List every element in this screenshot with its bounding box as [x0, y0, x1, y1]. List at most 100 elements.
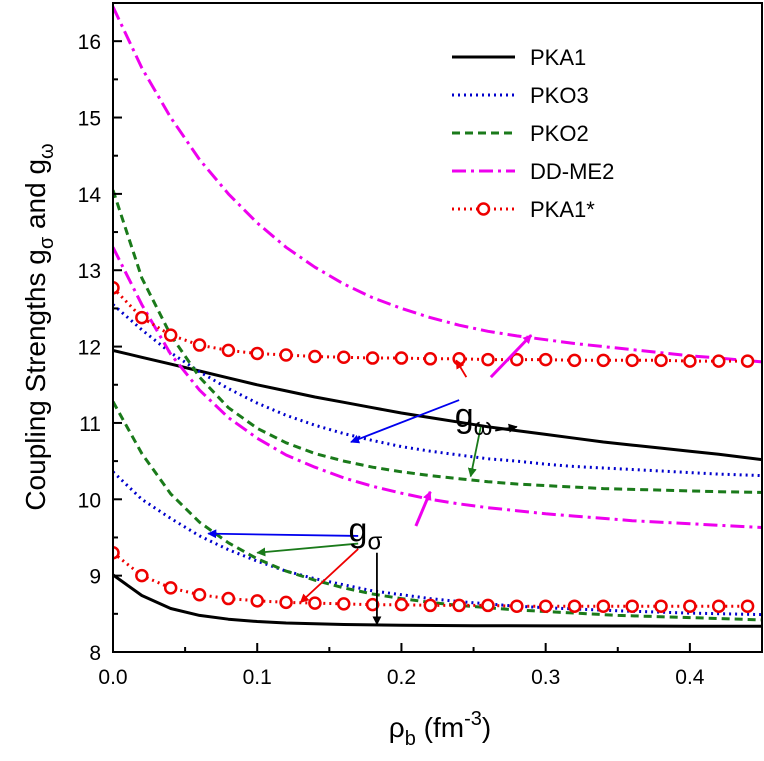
y-tick-label: 10 — [78, 489, 101, 512]
series-marker-pka1star — [654, 599, 668, 613]
x-tick-label: 0.2 — [387, 666, 416, 689]
series-marker-pka1star — [510, 599, 524, 613]
series-marker-pka1star — [538, 599, 553, 613]
series-marker-pka1star — [452, 598, 466, 613]
x-tick-label: 0.4 — [675, 666, 705, 689]
series-marker-pka1star — [250, 594, 264, 608]
series-line-pka1-g-omega — [113, 286, 748, 363]
series-line-pka1-g-sigma — [113, 551, 748, 608]
legend-marker — [476, 202, 491, 216]
legend-label: PKO3 — [530, 83, 589, 108]
series-marker-pka1star — [308, 596, 322, 610]
series-marker-pka1star — [192, 338, 207, 352]
x-axis-title: ρb (fm-3) — [389, 708, 491, 750]
series-marker-pka1star — [279, 348, 293, 362]
series-marker-pka1star — [510, 352, 524, 367]
x-axis-title-unit: (fm — [416, 712, 464, 743]
annotation-label-base: g — [455, 397, 474, 435]
y-axis-title-sub1: σ — [36, 236, 58, 249]
series-marker-pka1star — [596, 353, 611, 368]
x-axis: 0.0 0.1 0.2 0.3 0.4 — [98, 643, 705, 689]
x-tick-label: 0.1 — [243, 666, 272, 689]
series-marker-pka1star — [279, 595, 293, 610]
series-marker-pka1star — [135, 568, 149, 583]
y-axis-title-mid: and g — [20, 159, 51, 237]
series-layer — [113, 6, 762, 628]
series-marker-pka1star — [163, 581, 178, 595]
y-tick-label: 12 — [78, 337, 101, 360]
annotation-arrow — [414, 490, 432, 527]
series-marker-pka1star — [365, 351, 380, 365]
series-marker-pka1star — [711, 354, 726, 368]
series-line-ddme2-g-omega — [113, 6, 762, 364]
series-marker-pka1star — [481, 598, 495, 613]
y-tick-label: 13 — [78, 260, 101, 283]
plot-frame — [112, 2, 763, 653]
series-marker-pka1star — [163, 328, 178, 342]
y-axis-title-text: Coupling Strengths g — [20, 249, 51, 511]
x-axis-title-base: ρ — [389, 712, 405, 743]
annotation-arrow — [467, 426, 482, 478]
legend-label: DD-ME2 — [530, 159, 614, 184]
series-line-pko3-g-omega — [113, 303, 762, 478]
series-marker-pka1star — [683, 599, 697, 613]
series-marker-pka1star — [740, 354, 755, 368]
series-marker-pka1star — [625, 353, 639, 368]
series-marker-pka1star — [596, 599, 611, 613]
series-marker-pka1star — [452, 352, 466, 366]
legend-label: PKA1* — [530, 197, 595, 222]
series-marker-pka1star — [308, 349, 322, 364]
x-axis-title-sup: -3 — [464, 708, 482, 730]
series-marker-pka1star — [625, 599, 639, 613]
y-tick-label: 11 — [79, 413, 101, 436]
y-tick-label: 9 — [89, 566, 101, 589]
y-axis-title: Coupling Strengths gσ and gω — [20, 143, 58, 510]
annotation-label-sub: σ — [367, 528, 382, 555]
series-marker-pka1star — [192, 587, 207, 602]
series-line-ddme2-g-sigma — [113, 246, 762, 529]
x-axis-title-close: ) — [482, 712, 491, 743]
y-tick-label: 15 — [78, 108, 101, 131]
series-marker-pka1star — [113, 545, 120, 560]
y-tick-label: 8 — [89, 642, 101, 665]
y-axis: 8 9 10 11 12 13 14 15 16 — [78, 2, 122, 665]
series-marker-pka1star — [394, 597, 409, 612]
series-line-pka1-g-omega — [113, 348, 762, 462]
series-line-pko2-g-omega — [113, 189, 762, 494]
legend-label: PKO2 — [530, 121, 589, 146]
series-marker-pka1star — [394, 351, 409, 365]
annotation-arrow — [207, 529, 359, 539]
y-tick-label: 16 — [78, 31, 101, 54]
series-marker-pka1star — [337, 597, 351, 611]
annotation-arrow — [489, 334, 533, 379]
annotation-arrow — [455, 359, 468, 378]
annotation-label: gσ — [349, 511, 383, 555]
x-tick-label: 0.0 — [98, 666, 127, 689]
y-tick-label: 14 — [78, 184, 102, 207]
series-marker-pka1star — [423, 598, 438, 613]
series-line-pko3-g-sigma — [113, 470, 762, 617]
series-marker-pka1star — [683, 354, 697, 368]
x-axis-title-sub: b — [405, 728, 416, 750]
y-axis-title-sub2: ω — [36, 143, 58, 159]
series-marker-pka1star — [337, 350, 351, 365]
annotation-arrow — [495, 423, 518, 433]
series-marker-pka1star — [221, 591, 236, 606]
annotation-arrow — [350, 399, 460, 444]
series-marker-pka1star — [113, 281, 120, 295]
annotation-label-base: g — [349, 511, 368, 549]
series-marker-pka1star — [481, 352, 495, 367]
annotation-label-sub: ω — [474, 414, 493, 441]
series-marker-pka1star — [250, 346, 264, 361]
x-tick-label: 0.3 — [531, 666, 560, 689]
series-marker-pka1star — [654, 353, 668, 368]
series-marker-pka1star — [365, 597, 380, 612]
series-marker-pka1star — [740, 599, 755, 613]
series-line-pka1-g-sigma — [113, 573, 762, 628]
legend: PKA1 PKO3 PKO2 DD-ME2 PKA1* — [452, 45, 614, 222]
annotation-label: gω — [455, 397, 493, 441]
series-marker-pka1star — [538, 352, 553, 367]
series-line-pko2-g-sigma — [113, 400, 762, 622]
annotation-arrow — [299, 548, 359, 604]
